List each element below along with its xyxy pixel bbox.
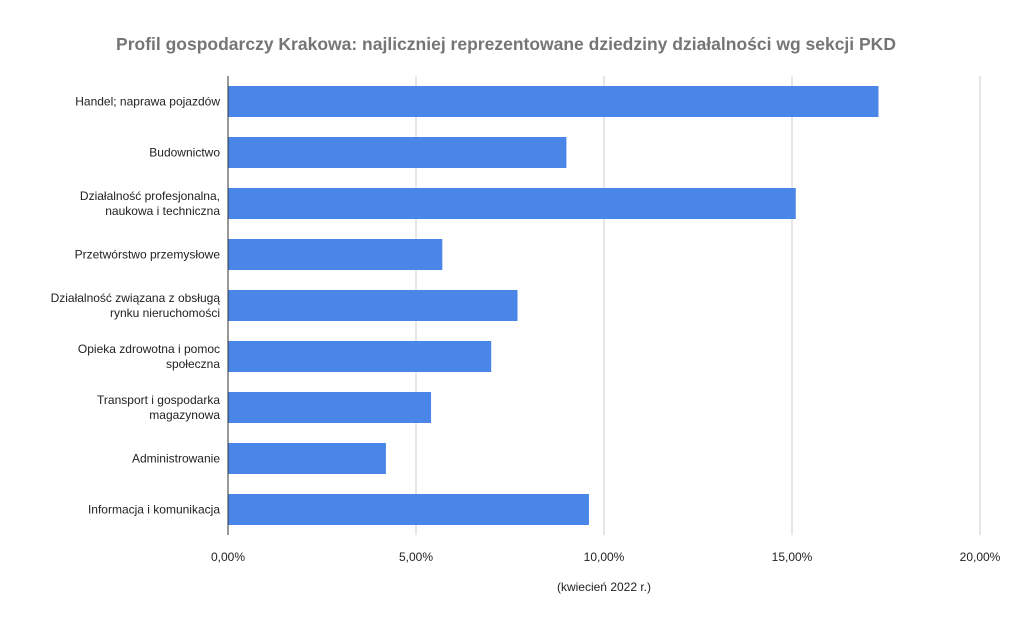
bar: [228, 494, 589, 525]
x-tick-label: 10,00%: [584, 550, 625, 564]
x-tick-labels: 0,00% 5,00% 10,00% 15,00% 20,00%: [211, 550, 1001, 564]
bar: [228, 86, 879, 117]
x-axis-title: (kwiecień 2022 r.): [557, 580, 651, 594]
bars: [228, 86, 879, 525]
category-label: Działalność związana z obsługą rynku nier…: [51, 291, 221, 320]
x-tick-label: 15,00%: [772, 550, 813, 564]
bar: [228, 239, 443, 270]
category-label: Administrowanie: [132, 452, 220, 466]
category-label: Przetwórstwo przemysłowe: [75, 248, 221, 262]
bar: [228, 392, 432, 423]
chart-title: Profil gospodarczy Krakowa: najliczniej …: [116, 34, 896, 54]
category-label: Transport i gospodarka magazynowa: [97, 393, 220, 422]
x-tick-label: 0,00%: [211, 550, 245, 564]
bar: [228, 188, 796, 219]
category-label: Budownictwo: [149, 146, 220, 160]
category-label: Opieka zdrowotna i pomoc społeczna: [78, 342, 220, 371]
category-label: Informacja i komunikacja: [88, 503, 220, 517]
category-label: Handel; naprawa pojazdów: [75, 95, 220, 109]
bar: [228, 341, 492, 372]
x-tick-label: 5,00%: [399, 550, 433, 564]
category-label: Działalność profesjonalna, naukowa i tech…: [80, 189, 220, 218]
bar: [228, 137, 567, 168]
bar: [228, 290, 518, 321]
category-labels: Handel; naprawa pojazdów Budownictwo Dział…: [51, 95, 221, 517]
x-tick-label: 20,00%: [960, 550, 1001, 564]
bar: [228, 443, 386, 474]
